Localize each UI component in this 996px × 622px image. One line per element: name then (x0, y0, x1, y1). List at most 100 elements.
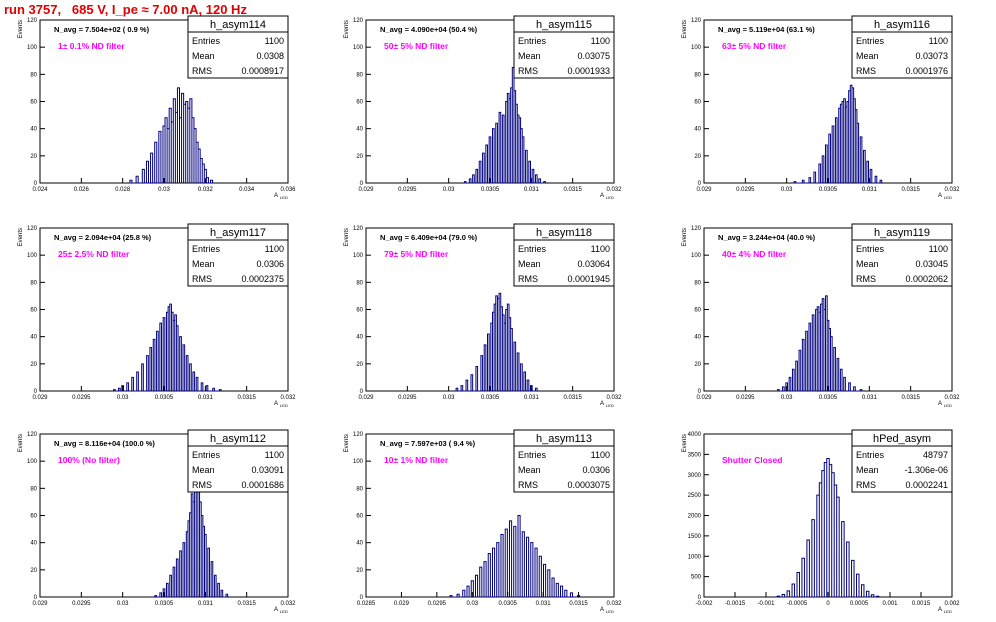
histogram-line (154, 474, 229, 598)
x-tick-label: 0.0005 (850, 601, 869, 607)
stat-value: 48797 (923, 450, 948, 460)
x-tick-label: 0.03 (466, 601, 478, 607)
y-tick-label: 3500 (688, 452, 702, 458)
x-tick-label: 0.001 (882, 601, 898, 607)
stat-label: Entries (192, 450, 221, 460)
stat-value: 1100 (929, 244, 948, 254)
histogram-line (128, 87, 214, 184)
x-tick-label: 0.036 (280, 187, 296, 193)
y-tick-label: 20 (30, 362, 37, 368)
navg-label: N_avg = 3.244e+04 (40.0 %) (718, 233, 816, 242)
y-tick-label: 80 (30, 486, 37, 492)
navg-label: N_avg = 6.409e+04 (79.0 %) (380, 233, 478, 242)
y-tick-label: 100 (353, 459, 364, 465)
stats-box (513, 223, 615, 287)
x-tick-label: 0.03 (443, 395, 455, 401)
x-tick-label: 0.032 (280, 395, 296, 401)
histogram-name: h_asym118 (536, 227, 592, 239)
y-tick-label: 40 (30, 335, 37, 341)
stat-label: RMS (856, 480, 876, 490)
y-tick-label: 20 (694, 362, 701, 368)
histogram-panel: 0 20 40 60 80 100 120 0.024 0.026 0.028 0.03 0.032 0… (18, 15, 296, 200)
x-tick-label: 0.029 (358, 187, 374, 193)
y-tick-label: 80 (694, 72, 701, 78)
histogram-line (776, 295, 863, 392)
navg-label: N_avg = 8.116e+04 (100.0 %) (54, 439, 155, 448)
x-tick-label: 0.032 (606, 601, 622, 607)
y-tick-label: 40 (694, 127, 701, 133)
x-tick-label: 0.032 (198, 187, 214, 193)
y-tick-label: 60 (694, 308, 701, 314)
y-tick-label: 40 (356, 127, 363, 133)
histogram-name: h_asym116 (874, 19, 930, 31)
y-tick-label: 1500 (688, 534, 702, 540)
stat-label: Mean (856, 465, 879, 475)
y-tick-label: 80 (356, 486, 363, 492)
x-tick-label: 0.0315 (237, 395, 256, 401)
stat-label: RMS (856, 274, 876, 284)
x-axis-title: A LED (938, 401, 952, 408)
y-tick-label: 0 (360, 595, 364, 601)
y-tick-label: 40 (356, 335, 363, 341)
stat-label: Mean (518, 259, 541, 269)
y-axis-title: Events (344, 228, 350, 246)
histogram-line (793, 84, 883, 184)
x-tick-label: 0.031 (198, 395, 214, 401)
x-tick-label: 0.0295 (72, 601, 91, 607)
stat-value: 0.0002375 (241, 274, 284, 284)
x-tick-label: 0.03 (158, 187, 170, 193)
stat-label: Mean (856, 51, 879, 61)
stat-value: 0.0003075 (567, 480, 610, 490)
y-tick-label: 3000 (688, 473, 702, 479)
x-tick-label: 0.0285 (357, 601, 376, 607)
histogram-name: h_asym117 (210, 227, 266, 239)
x-tick-label: 0.0305 (481, 187, 500, 193)
x-tick-label: 0.031 (536, 601, 552, 607)
y-tick-label: 0 (360, 181, 364, 187)
x-tick-label: 0.0315 (901, 187, 920, 193)
stats-box (851, 223, 953, 287)
y-tick-label: 4000 (688, 432, 702, 438)
stat-label: RMS (518, 480, 538, 490)
y-tick-label: 60 (694, 100, 701, 106)
x-tick-label: 0.029 (358, 395, 374, 401)
x-tick-label: 0.031 (862, 395, 878, 401)
stat-label: Entries (518, 36, 547, 46)
x-tick-label: 0.0295 (428, 601, 447, 607)
y-tick-label: 80 (30, 72, 37, 78)
y-tick-label: 0 (698, 181, 702, 187)
stat-label: Entries (192, 244, 221, 254)
x-tick-label: 0.0315 (901, 395, 920, 401)
y-tick-label: 80 (356, 72, 363, 78)
y-tick-label: 100 (27, 253, 38, 259)
stat-value: 1100 (265, 450, 284, 460)
x-axis-title: A LED (938, 607, 952, 614)
y-axis-title: Events (344, 434, 350, 452)
navg-label: N_avg = 5.119e+04 (63.1 %) (718, 25, 815, 34)
x-tick-label: 0.0295 (72, 395, 91, 401)
histogram-panel: 0 20 40 60 80 100 120 0.029 0.0295 0.03 0.0305 0.03… (344, 223, 622, 408)
y-tick-label: 100 (691, 253, 702, 259)
stat-value: 1100 (929, 36, 948, 46)
x-tick-label: 0.029 (32, 601, 48, 607)
x-tick-label: 0.0295 (736, 187, 755, 193)
x-tick-label: 0.032 (944, 395, 960, 401)
x-tick-label: 0.032 (606, 395, 622, 401)
y-tick-label: 20 (30, 154, 37, 160)
y-tick-label: 100 (27, 459, 38, 465)
x-tick-label: 0.029 (32, 395, 48, 401)
stat-value: 0.0001945 (567, 274, 610, 284)
x-tick-label: 0.03 (117, 395, 129, 401)
stat-label: Entries (518, 244, 547, 254)
stat-label: RMS (192, 480, 212, 490)
y-tick-label: 20 (30, 568, 37, 574)
histogram-panel: 0 20 40 60 80 100 120 0.029 0.0295 0.03 0.0305 0.03… (18, 429, 296, 614)
filter-label: 1± 0.1% ND filter (58, 41, 125, 51)
y-tick-label: 120 (353, 226, 364, 232)
x-tick-label: 0.03 (781, 395, 793, 401)
filter-label: 25± 2.5% ND filter (58, 249, 130, 259)
stat-label: Mean (192, 51, 215, 61)
y-axis-title: Events (18, 434, 24, 452)
stat-label: Entries (856, 36, 885, 46)
